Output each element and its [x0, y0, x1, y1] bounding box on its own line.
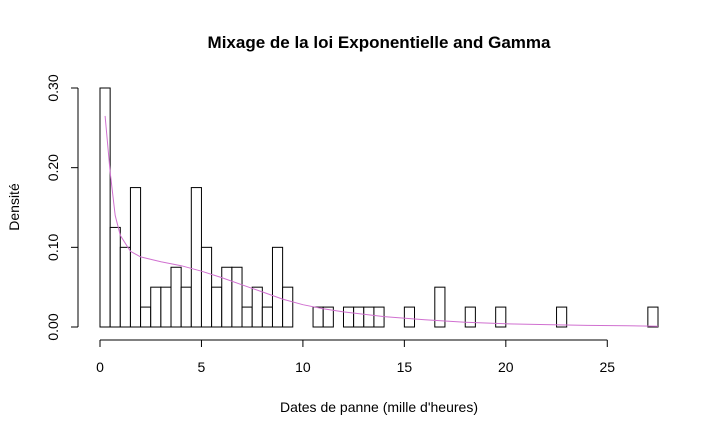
histogram-bar — [140, 306, 152, 328]
histogram-bar — [556, 306, 568, 328]
x-tick-label: 0 — [96, 359, 104, 375]
histogram-bar — [363, 306, 375, 328]
chart-title: Mixage de la loi Exponentielle and Gamma — [208, 33, 551, 52]
histogram-bar — [495, 306, 507, 328]
histogram-bar — [190, 187, 202, 328]
histogram-bar — [109, 226, 121, 328]
y-axis: 0.00 0.10 0.20 0.30 — [45, 74, 79, 341]
histogram-bar — [221, 266, 233, 328]
histogram-bar — [464, 306, 476, 328]
histogram-bar — [231, 266, 243, 328]
histogram-bar — [180, 286, 192, 328]
y-tick-label: 0.10 — [45, 233, 61, 260]
histogram-bar — [647, 306, 659, 328]
y-axis-label: Densité — [6, 183, 22, 231]
x-tick-label: 25 — [599, 359, 615, 375]
y-tick-label: 0.30 — [45, 74, 61, 101]
histogram-bar — [150, 286, 162, 328]
histogram-bar — [271, 246, 284, 328]
histogram-bar — [251, 286, 263, 328]
histogram-bars — [99, 87, 659, 328]
density-curve-line — [104, 115, 659, 327]
histogram-bar — [261, 306, 273, 328]
x-axis: 0 5 10 15 20 25 — [96, 339, 615, 375]
histogram-bar — [211, 286, 223, 328]
histogram-bar — [99, 87, 111, 328]
histogram-bar — [160, 286, 172, 328]
x-tick-label: 15 — [397, 359, 413, 375]
histogram-bar — [342, 306, 355, 328]
histogram-bar — [119, 246, 131, 328]
density-curve-group — [104, 115, 659, 327]
histogram-bar — [282, 286, 294, 328]
histogram-bar — [200, 246, 213, 328]
x-tick-label: 10 — [295, 359, 311, 375]
x-tick-label: 5 — [198, 359, 206, 375]
histogram-bar — [434, 286, 446, 328]
x-tick-label: 20 — [498, 359, 514, 375]
histogram-bar — [312, 306, 324, 328]
x-axis-label: Dates de panne (mille d'heures) — [280, 399, 478, 415]
y-tick-label: 0.00 — [45, 313, 61, 340]
y-tick-label: 0.20 — [45, 154, 61, 181]
histogram-bar — [241, 306, 253, 328]
histogram-bar — [373, 306, 385, 328]
histogram-bar — [322, 306, 334, 328]
histogram-bar — [403, 306, 416, 328]
histogram-bar — [129, 187, 142, 328]
histogram-bar — [353, 306, 365, 328]
histogram-bar — [170, 266, 182, 328]
